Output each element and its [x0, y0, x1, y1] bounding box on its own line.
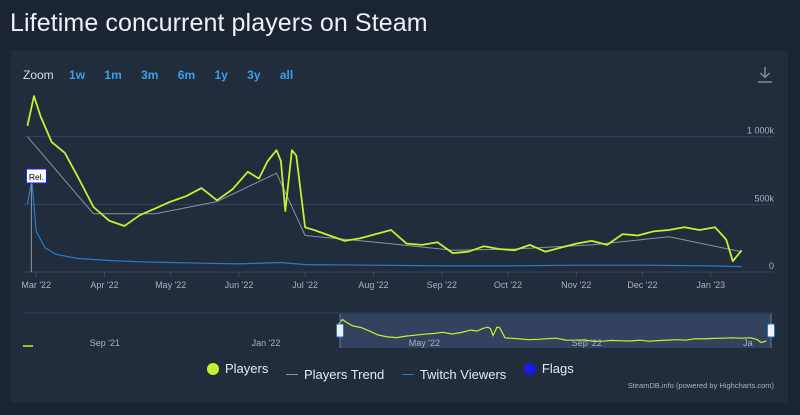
zoom-all-button[interactable]: all: [279, 68, 294, 82]
zoom-1y-button[interactable]: 1y: [214, 68, 228, 82]
download-icon[interactable]: [757, 66, 773, 84]
flag-label: Rel.: [29, 172, 44, 182]
x-tick-label: Mar '22: [21, 280, 51, 290]
x-tick-label: Apr '22: [90, 280, 118, 290]
navigator-handle[interactable]: [767, 323, 775, 338]
legend-item-twitch-viewers[interactable]: Twitch Viewers: [401, 366, 507, 382]
x-tick-label: Oct '22: [494, 280, 522, 290]
navigator-tick-label: Ja: [743, 338, 753, 348]
legend-label-flags: Flags: [541, 361, 574, 376]
x-tick-label: Jun '22: [225, 280, 254, 290]
players-trend-legend-icon: [285, 373, 298, 375]
navigator-tick-label: Jan '22: [252, 338, 281, 348]
zoom-3m-button[interactable]: 3m: [141, 68, 159, 82]
navigator-tick-label: May '22: [409, 338, 440, 348]
x-tick-label: Jan '23: [696, 280, 725, 290]
navigator-handle[interactable]: [336, 323, 344, 338]
chart-plot: 0 500k 1 000k Mar '22 Apr '22 May '22 Jun '22 J…: [21, 95, 775, 348]
legend-label-twitch-viewers: Twitch Viewers: [419, 366, 507, 382]
x-tick-label: Nov '22: [561, 280, 591, 290]
zoom-label: Zoom: [23, 68, 54, 82]
players-line: [26, 95, 743, 263]
legend: Players Players Trend Twitch Viewers Fla…: [207, 361, 588, 382]
twitch-viewers-line: [26, 179, 742, 268]
navigator-players-line: [338, 318, 767, 344]
flag-marker: [25, 168, 47, 184]
navigator-tick-label: Sep '21: [90, 338, 120, 348]
navigator-tick-label: Sep '22: [572, 338, 602, 348]
navigator-selection: [340, 314, 771, 348]
x-tick-label: Dec '22: [627, 280, 657, 290]
x-tick-label: Sep '22: [427, 280, 457, 290]
flags-legend-icon: [523, 362, 536, 375]
x-tick-label: Jul '22: [292, 280, 318, 290]
page-title: Lifetime concurrent players on Steam: [10, 9, 428, 37]
legend-item-players-trend[interactable]: Players Trend: [285, 366, 385, 382]
y-tick-label: 500k: [754, 193, 774, 203]
zoom-bar: Zoom 1w 1m 3m 6m 1y 3y all: [23, 68, 309, 82]
x-tick-label: Aug '22: [358, 280, 388, 290]
zoom-1w-button[interactable]: 1w: [69, 68, 86, 82]
legend-label-players-trend: Players Trend: [303, 366, 385, 382]
zoom-6m-button[interactable]: 6m: [177, 68, 196, 82]
twitch-viewers-legend-icon: [401, 373, 414, 375]
players-legend-icon: [207, 362, 219, 375]
y-tick-label: 1 000k: [747, 126, 775, 136]
legend-item-flags[interactable]: Flags: [523, 361, 574, 376]
legend-label-players: Players: [225, 361, 269, 376]
chart-panel: Zoom 1w 1m 3m 6m 1y 3y all 0 500k 1 000k Ma…: [11, 50, 788, 402]
x-tick-label: May '22: [155, 280, 186, 290]
y-tick-label: 0: [769, 261, 774, 271]
zoom-1m-button[interactable]: 1m: [104, 68, 122, 82]
legend-item-players[interactable]: Players: [207, 361, 268, 376]
zoom-3y-button[interactable]: 3y: [247, 68, 261, 82]
credits: SteamDB.info (powered by Highcharts.com): [627, 381, 774, 390]
